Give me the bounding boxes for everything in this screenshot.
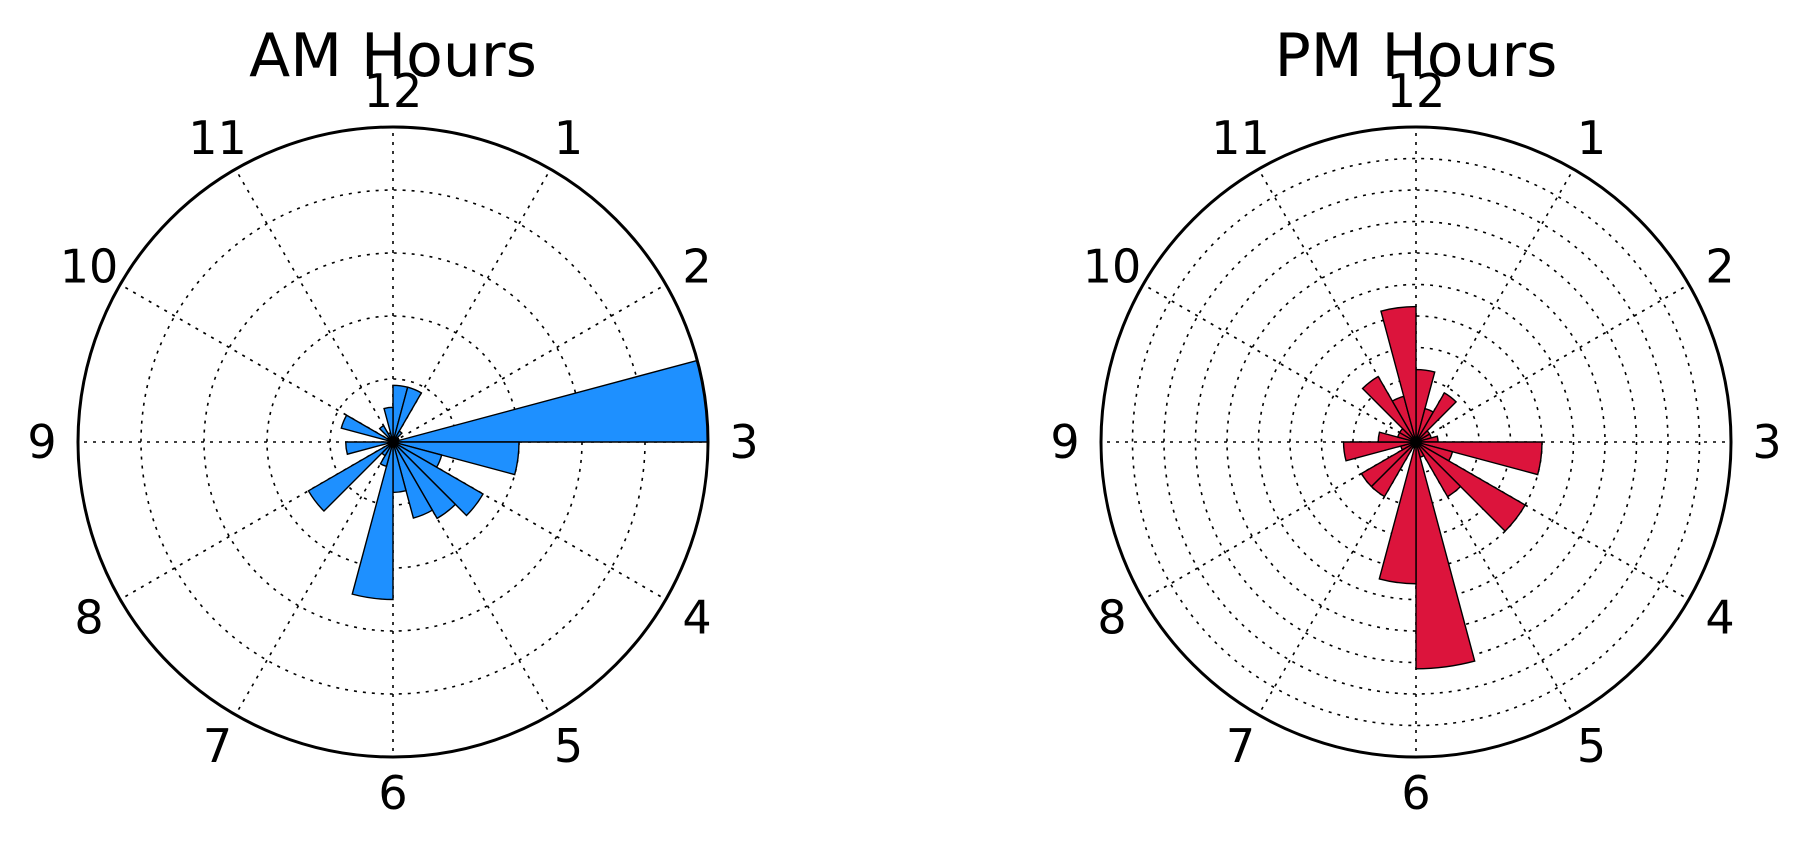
- am-bar: [392, 441, 434, 519]
- pm-grid-spoke: [1415, 441, 1575, 716]
- am-grid-spoke: [119, 441, 394, 601]
- am-grid-spoke: [234, 441, 394, 716]
- pm-grid-spoke: [1415, 441, 1690, 601]
- pm-hour-label: 12: [1387, 64, 1446, 118]
- am-bar: [307, 441, 394, 513]
- am-grid-spoke: [234, 168, 394, 443]
- am-grid-spoke: [392, 283, 667, 443]
- am-hour-label: 3: [729, 415, 758, 469]
- pm-hour-label: 7: [1226, 719, 1255, 773]
- am-frame: [76, 125, 710, 759]
- pm-hour-label: 1: [1577, 111, 1606, 165]
- pm-grid-spoke: [1142, 441, 1417, 601]
- am-hour-label: 5: [554, 719, 583, 773]
- am-bar: [392, 386, 423, 443]
- pm-hour-label: 4: [1705, 591, 1734, 645]
- am-hour-label: 4: [682, 591, 711, 645]
- pm-outer-circle: [1099, 125, 1733, 759]
- pm-hour-label: 6: [1401, 766, 1430, 820]
- pm-grid-spoke: [1415, 283, 1690, 443]
- pm-bar: [1380, 305, 1417, 443]
- am-hour-label: 12: [364, 64, 423, 118]
- pm-bar: [1415, 391, 1458, 443]
- pm-grid-spoke: [1257, 168, 1417, 443]
- am-hour-label: 1: [554, 111, 583, 165]
- am-grid-spoke: [119, 283, 394, 443]
- pm-bar: [1415, 441, 1462, 498]
- am-chart-title: AM Hours: [249, 21, 537, 91]
- pm-grid-ring: [1131, 157, 1701, 727]
- am-hour-label: 9: [27, 415, 56, 469]
- pm-grid-spoke: [1142, 283, 1417, 443]
- pm-hour-label: 5: [1577, 719, 1606, 773]
- pm-hour-label: 11: [1211, 111, 1270, 165]
- am-hour-label: 11: [188, 111, 247, 165]
- am-hour-label: 10: [60, 240, 119, 294]
- am-bar: [345, 441, 394, 456]
- pm-chart-title: PM Hours: [1275, 21, 1558, 91]
- am-grid-spoke: [392, 441, 552, 716]
- pm-bar: [1342, 441, 1417, 462]
- am-hour-label: 2: [682, 240, 711, 294]
- am-hour-label: 6: [378, 766, 407, 820]
- pm-grid-spoke: [1257, 441, 1417, 716]
- pm-bar: [1361, 375, 1417, 443]
- pm-bar: [1415, 441, 1476, 670]
- am-grid-spoke: [392, 441, 667, 601]
- pm-grid-ring: [1194, 220, 1638, 664]
- am-grid-spoke: [392, 168, 552, 443]
- pm-hour-label: 2: [1705, 240, 1734, 294]
- am-bar: [392, 441, 457, 520]
- pm-bars: [1342, 305, 1543, 670]
- pm-hour-label: 8: [1097, 591, 1126, 645]
- pm-frame: [1099, 125, 1733, 759]
- am-hour-label: 7: [203, 719, 232, 773]
- am-bar: [392, 441, 484, 517]
- am-bar: [383, 406, 394, 443]
- am-hour-label: 8: [74, 591, 103, 645]
- pm-hour-label: 10: [1083, 240, 1142, 294]
- pm-hour-label: 9: [1050, 415, 1079, 469]
- am-outer-circle: [76, 125, 710, 759]
- am-bar: [378, 424, 394, 443]
- am-bar: [351, 441, 394, 601]
- pm-bar: [1360, 441, 1417, 488]
- pm-grid-ring: [1257, 283, 1575, 601]
- pm-hour-label: 3: [1752, 415, 1781, 469]
- am-bar: [392, 359, 709, 443]
- pm-bar: [1378, 441, 1417, 585]
- am-bar: [340, 414, 394, 443]
- pm-grid-spoke: [1415, 168, 1575, 443]
- am-bars: [307, 359, 709, 601]
- pm-bar: [1415, 441, 1527, 533]
